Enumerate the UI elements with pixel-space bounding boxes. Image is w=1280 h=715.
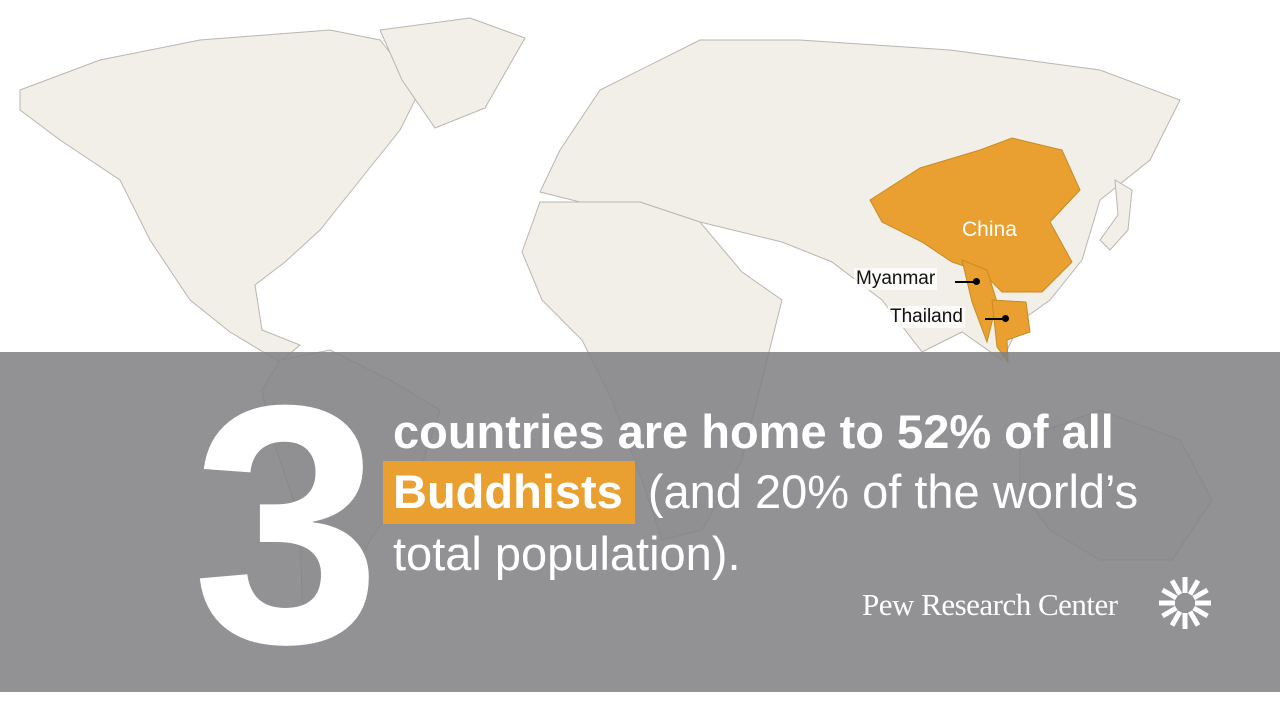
thailand-marker xyxy=(1002,315,1009,322)
thailand-leader-line xyxy=(985,318,1005,320)
sunburst-ray xyxy=(1161,587,1178,601)
highlight-buddhists: Buddhists xyxy=(383,461,635,524)
sunburst-ray xyxy=(1169,579,1183,596)
japan xyxy=(1099,179,1133,251)
headline-number: 3 xyxy=(192,335,381,715)
sunburst-ray xyxy=(1161,605,1178,619)
country-china xyxy=(869,137,1081,293)
sunburst-ray xyxy=(1187,579,1201,596)
label-thailand: Thailand xyxy=(888,306,965,328)
sunburst-ray xyxy=(1192,587,1209,601)
greenland xyxy=(379,17,526,129)
country-myanmar xyxy=(961,259,998,344)
headline-line-3: total population). xyxy=(393,527,741,580)
myanmar-marker xyxy=(973,278,980,285)
sunburst-ray xyxy=(1169,610,1183,627)
country-thailand xyxy=(991,299,1031,364)
headline-line-2-rest: (and 20% of the world’s xyxy=(647,465,1139,518)
sunburst-icon xyxy=(1159,577,1211,629)
headline-line-2: Buddhists (and 20% of the world’s xyxy=(383,461,1139,524)
sunburst-ray xyxy=(1192,605,1209,619)
headline-line-1: countries are home to 52% of all xyxy=(393,405,1114,458)
north-america xyxy=(19,29,421,363)
label-china: China xyxy=(962,218,1017,241)
text-overlay-band xyxy=(0,352,1280,692)
pew-logo-text: Pew Research Center xyxy=(862,587,1118,622)
label-myanmar: Myanmar xyxy=(854,268,938,290)
sunburst-ray xyxy=(1187,610,1201,627)
myanmar-leader-line xyxy=(955,281,975,283)
